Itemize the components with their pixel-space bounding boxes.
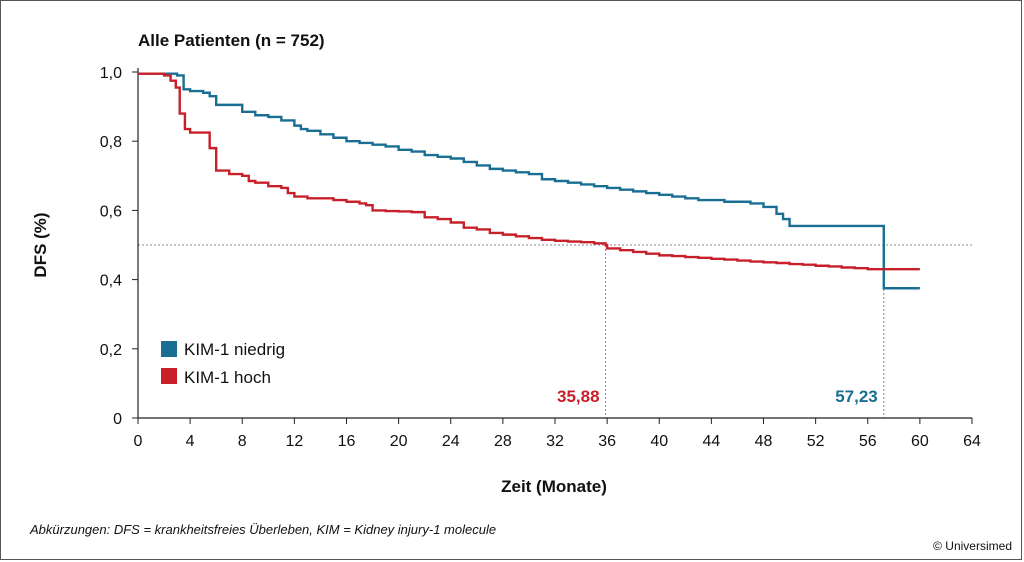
y-tick-label: 0 [113, 411, 122, 428]
series-lines [138, 72, 920, 290]
x-tick-label: 56 [859, 433, 877, 450]
y-tick-label: 0,2 [100, 342, 122, 359]
copyright: © Universimed [933, 539, 1012, 553]
axes: 0 4 8 12 16 20 24 28 32 36 40 44 48 52 56 60 6400,20,40,… [100, 65, 981, 450]
x-tick-label: 28 [494, 433, 512, 450]
median-label-kim1-hoch: 35,88 [557, 387, 600, 406]
x-tick-label: 8 [238, 433, 247, 450]
x-tick-label: 36 [598, 433, 616, 450]
x-tick-label: 40 [650, 433, 668, 450]
footnote: Abkürzungen: DFS = krankheitsfreies Über… [29, 522, 496, 537]
x-tick-label: 12 [285, 433, 303, 450]
legend: KIM-1 niedrig KIM-1 hoch [161, 340, 285, 387]
x-tick-label: 0 [134, 433, 143, 450]
x-tick-label: 64 [963, 433, 981, 450]
y-tick-label: 0,6 [100, 203, 122, 220]
series-line-kim1-hoch [138, 72, 920, 271]
x-axis-label: Zeit (Monate) [501, 477, 607, 496]
legend-swatch-kim1-niedrig [161, 341, 177, 357]
x-tick-label: 24 [442, 433, 460, 450]
legend-swatch-kim1-hoch [161, 368, 177, 384]
x-tick-label: 32 [546, 433, 564, 450]
x-tick-label: 4 [186, 433, 195, 450]
series-line-kim1-niedrig [138, 72, 920, 290]
x-tick-label: 20 [390, 433, 408, 450]
x-tick-label: 60 [911, 433, 929, 450]
x-tick-label: 52 [807, 433, 825, 450]
y-tick-label: 0,4 [100, 273, 122, 290]
median-label-kim1-niedrig: 57,23 [835, 387, 878, 406]
legend-label-kim1-niedrig: KIM-1 niedrig [184, 340, 285, 359]
x-tick-label: 16 [338, 433, 356, 450]
x-tick-label: 44 [702, 433, 720, 450]
y-tick-label: 1,0 [100, 65, 122, 82]
legend-label-kim1-hoch: KIM-1 hoch [184, 368, 271, 387]
median-labels: 57,23 35,88 [557, 387, 878, 406]
y-tick-label: 0,8 [100, 134, 122, 151]
chart-title: Alle Patienten (n = 752) [138, 31, 325, 50]
x-tick-label: 48 [755, 433, 773, 450]
y-axis-label: DFS (%) [31, 212, 50, 277]
